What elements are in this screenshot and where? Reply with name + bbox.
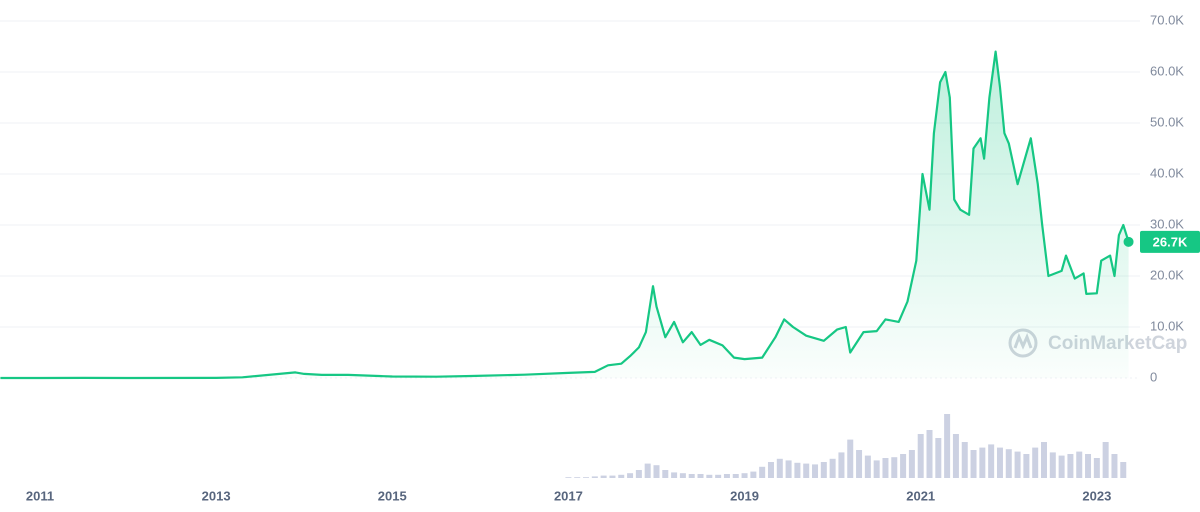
volume-bar [864, 455, 871, 478]
volume-bar [1023, 454, 1030, 478]
volume-bar [794, 462, 801, 478]
volume-bar [741, 473, 748, 478]
volume-bar [767, 462, 774, 478]
volume-bar [671, 472, 678, 478]
y-tick-label: 30.0K [1150, 216, 1184, 231]
volume-bar [627, 473, 634, 478]
y-tick-label: 40.0K [1150, 165, 1184, 180]
volume-bar [812, 464, 819, 478]
volume-bar [961, 442, 968, 478]
volume-bar [952, 434, 959, 478]
volume-bar [970, 450, 977, 478]
volume-bar [1076, 451, 1083, 478]
volume-bar [829, 458, 836, 478]
volume-bar [1005, 449, 1012, 478]
x-tick-label: 2015 [378, 488, 407, 503]
volume-bar [838, 452, 845, 478]
volume-bar [847, 439, 854, 478]
volume-bar [583, 477, 590, 478]
volume-bar [935, 438, 942, 478]
area [0, 51, 1129, 378]
volume-bar [996, 447, 1003, 478]
volume-bar [706, 474, 713, 478]
volume-bar [785, 460, 792, 478]
volume-bar [688, 474, 695, 478]
volume-bar [1049, 452, 1056, 478]
x-tick-label: 2021 [906, 488, 935, 503]
volume-bar [662, 470, 669, 478]
volume-bar [926, 430, 933, 478]
volume-bar [1102, 442, 1109, 478]
volume-bar [723, 474, 730, 478]
volume-bar [908, 450, 915, 478]
volume-bar [1120, 462, 1127, 478]
volume-bar [882, 458, 889, 478]
volume-bar [1067, 454, 1074, 478]
volume-bar [644, 463, 651, 478]
volume-bar [653, 465, 660, 478]
volume-bar [917, 434, 924, 478]
volume-bar [873, 460, 880, 478]
price-tag [1140, 230, 1200, 253]
volume-bar [565, 477, 572, 478]
x-tick-label: 2013 [202, 488, 231, 503]
volume-bar [759, 466, 766, 478]
x-tick-label: 2017 [554, 488, 583, 503]
current-dot [1123, 236, 1134, 247]
volume-bar [1093, 458, 1100, 478]
volume-bar [820, 462, 827, 478]
current-price-label: 26.7K [1153, 234, 1188, 249]
volume-bar [715, 474, 722, 478]
volume-bar [1041, 442, 1048, 478]
volume-bar [574, 477, 581, 478]
volume-bar [697, 474, 704, 478]
y-tick-label: 60.0K [1150, 63, 1184, 78]
volume-bar [618, 474, 625, 478]
volume-bar [732, 474, 739, 478]
volume-bar [1058, 455, 1065, 478]
volume-bar [944, 414, 951, 478]
volume-bar [1032, 447, 1039, 478]
y-tick-label: 20.0K [1150, 267, 1184, 282]
x-tick-label: 2023 [1082, 488, 1111, 503]
volume-bar [803, 463, 810, 478]
y-tick-label: 70.0K [1150, 12, 1184, 27]
volume-bar [856, 450, 863, 478]
x-tick-label: 2019 [730, 488, 759, 503]
volume-bar [979, 447, 986, 478]
volume-bar [1111, 454, 1118, 478]
volume-bar [900, 454, 907, 478]
volume-bar [679, 473, 686, 478]
volume-bar [600, 475, 607, 478]
volume-bar [891, 457, 898, 478]
y-tick-label: 50.0K [1150, 114, 1184, 129]
volume-bar [1014, 451, 1021, 478]
volume-bar [635, 470, 642, 478]
y-tick-label: 10.0K [1150, 318, 1184, 333]
volume-bar [776, 458, 783, 478]
volume-bar [750, 471, 757, 478]
x-tick-label: 2011 [26, 488, 54, 503]
volume-bar [609, 475, 616, 478]
volume-bar [988, 444, 995, 478]
y-tick-label: 0 [1150, 369, 1157, 384]
price-line [0, 50, 1130, 380]
volume-bar [1085, 454, 1092, 478]
volume-bar [591, 476, 598, 478]
